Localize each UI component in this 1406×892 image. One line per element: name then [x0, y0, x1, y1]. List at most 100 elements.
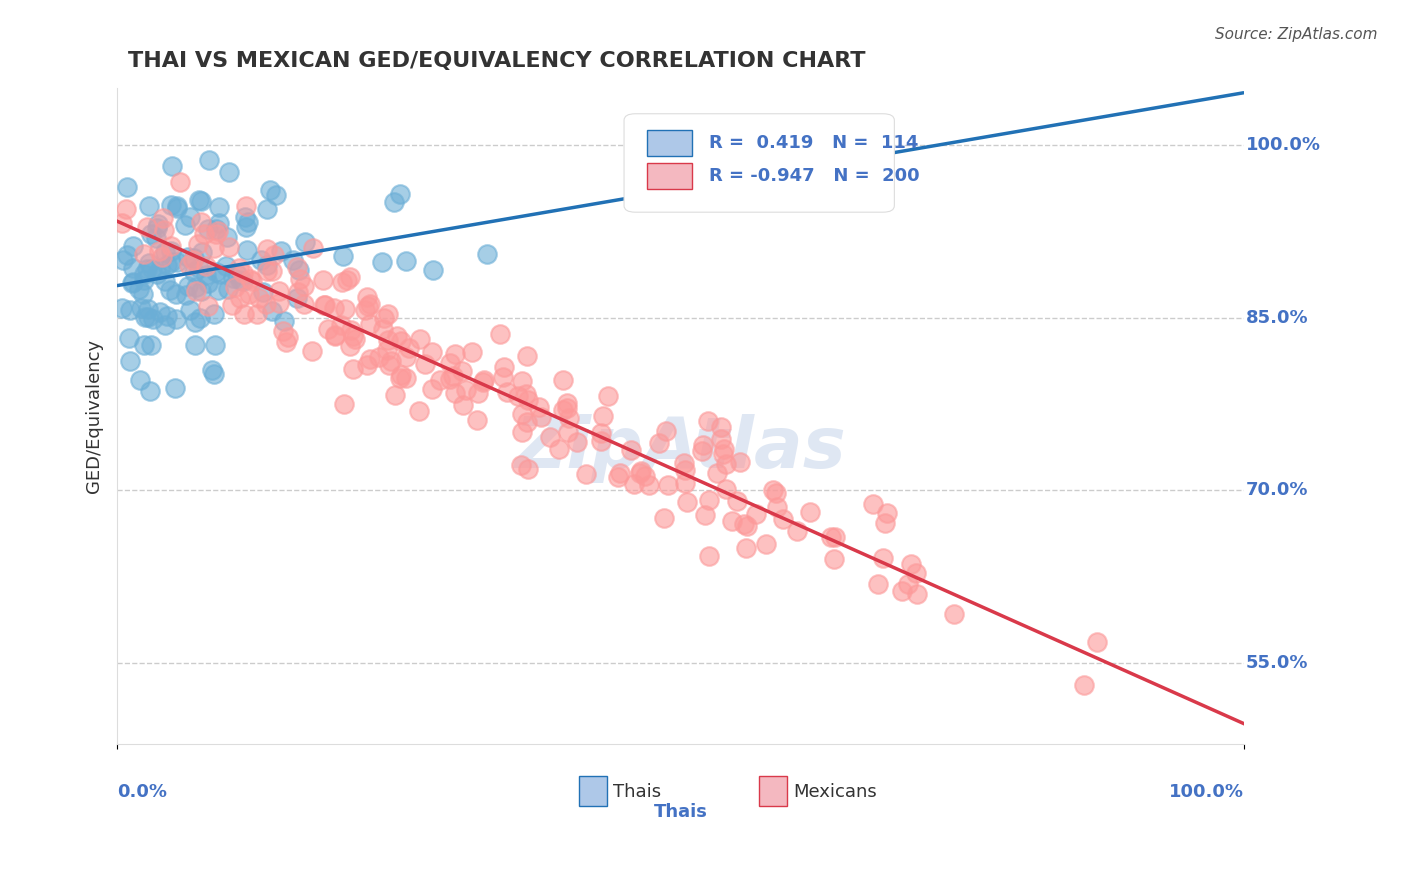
Point — [375, 343, 398, 358]
Point — [239, 272, 262, 286]
Point — [238, 287, 260, 301]
Point — [823, 551, 845, 566]
Point — [471, 375, 494, 389]
Point — [218, 240, 240, 254]
Point — [516, 392, 538, 407]
Point — [218, 165, 240, 179]
Point — [765, 486, 787, 500]
Point — [745, 507, 768, 521]
Text: 70.0%: 70.0% — [1246, 482, 1308, 500]
Point — [697, 492, 720, 507]
Point — [132, 338, 155, 352]
Point — [876, 506, 898, 520]
Point — [467, 386, 489, 401]
Point — [187, 237, 209, 252]
Point — [165, 312, 187, 326]
Point — [389, 371, 412, 385]
Point — [256, 258, 278, 272]
Point — [179, 210, 201, 224]
Point — [183, 251, 205, 265]
Point — [236, 215, 259, 229]
Point — [634, 469, 657, 483]
Point — [342, 362, 364, 376]
Point — [314, 298, 336, 312]
Point — [654, 511, 676, 525]
Point — [177, 258, 200, 272]
Point — [465, 413, 488, 427]
Point — [184, 338, 207, 352]
Point — [166, 201, 188, 215]
Point — [132, 272, 155, 286]
Point — [510, 408, 533, 422]
Point — [150, 250, 173, 264]
Point — [148, 244, 170, 258]
Point — [359, 352, 381, 367]
Point — [873, 516, 896, 531]
Point — [122, 261, 145, 276]
Point — [332, 397, 354, 411]
Point — [516, 416, 538, 430]
Point — [336, 273, 359, 287]
Point — [786, 524, 808, 539]
Point — [183, 265, 205, 279]
Point — [217, 282, 239, 296]
Point — [232, 274, 254, 288]
Point — [153, 245, 176, 260]
Point — [620, 443, 643, 458]
Point — [128, 373, 150, 387]
Point — [589, 426, 612, 441]
Text: 85.0%: 85.0% — [1246, 309, 1309, 326]
Text: 0.0%: 0.0% — [117, 783, 167, 801]
Point — [765, 500, 787, 514]
Point — [322, 301, 344, 316]
Point — [596, 389, 619, 403]
Point — [1073, 677, 1095, 691]
Point — [377, 334, 399, 348]
Point — [191, 245, 214, 260]
Point — [160, 159, 183, 173]
Point — [138, 256, 160, 270]
Point — [118, 303, 141, 318]
Bar — [647, 130, 692, 156]
Point — [247, 291, 270, 305]
Point — [195, 259, 218, 273]
Point — [256, 264, 278, 278]
Point — [943, 607, 966, 621]
Point — [301, 343, 323, 358]
Point — [215, 229, 238, 244]
Point — [638, 478, 661, 492]
Point — [270, 244, 292, 258]
Point — [413, 357, 436, 371]
Point — [156, 309, 179, 323]
Point — [294, 235, 316, 250]
Point — [250, 252, 273, 267]
Point — [134, 247, 156, 261]
Point — [195, 268, 218, 282]
Point — [208, 200, 231, 214]
Text: 55.0%: 55.0% — [1246, 654, 1308, 672]
Point — [714, 458, 737, 472]
Point — [232, 266, 254, 280]
Point — [134, 267, 156, 281]
Point — [799, 505, 821, 519]
Point — [439, 372, 461, 386]
Point — [538, 430, 561, 444]
Point — [207, 224, 229, 238]
Point — [190, 285, 212, 299]
Point — [333, 302, 356, 317]
Point — [472, 373, 495, 387]
Point — [233, 210, 256, 224]
Point — [714, 482, 737, 496]
Point — [710, 420, 733, 434]
Point — [443, 385, 465, 400]
Point — [323, 328, 346, 343]
Point — [339, 323, 361, 337]
Point — [728, 455, 751, 469]
Point — [159, 283, 181, 297]
Point — [515, 386, 537, 401]
Point — [1085, 635, 1108, 649]
Point — [111, 216, 134, 230]
Point — [288, 271, 311, 285]
Point — [205, 227, 228, 242]
Point — [165, 381, 187, 395]
